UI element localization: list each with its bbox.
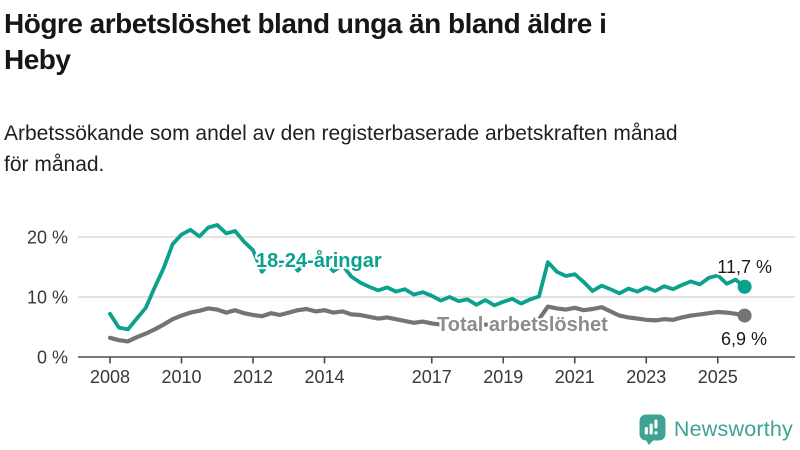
newsworthy-icon [639, 414, 666, 445]
series-label-total: Total arbetslöshet [437, 314, 608, 336]
chart-subtitle-line1: Arbetssökande som andel av den registerb… [4, 122, 678, 145]
line-youth-unemployment [108, 223, 747, 332]
end-dot-young [737, 279, 752, 294]
unemployment-line-chart: 0 % 10 % 20 % 2008 2010 2012 2014 2017 2019 2021… [27, 223, 795, 387]
y-tick-label: 0 % [37, 348, 68, 368]
newsworthy-logo: Newsworthy [638, 413, 793, 445]
x-tick-label: 2025 [698, 367, 738, 387]
x-tick-label: 2023 [626, 367, 666, 387]
chart-title: Högre arbetslöshet bland unga än bland ä… [4, 6, 796, 78]
end-value-young: 11,7 % [717, 257, 772, 277]
x-tick-label: 2010 [161, 367, 201, 387]
series-label-young: 18-24-åringar [256, 249, 382, 272]
newsworthy-wordmark: Newsworthy [673, 416, 793, 441]
x-tick-label: 2021 [555, 367, 595, 387]
chart-title-line1: Högre arbetslöshet bland unga än bland ä… [4, 8, 607, 39]
y-tick-label: 20 % [27, 228, 68, 248]
x-tick-label: 2012 [233, 367, 273, 387]
x-axis-ticks: 2008 2010 2012 2014 2017 2019 2021 2023 2025 [90, 357, 738, 387]
chart-subtitle-line2: för månad. [4, 153, 105, 176]
x-tick-label: 2019 [483, 367, 523, 387]
gridlines [78, 236, 795, 298]
x-tick-label: 2014 [304, 367, 344, 387]
end-dot-total [737, 308, 752, 323]
line-total-unemployment [107, 304, 747, 344]
x-tick-label: 2017 [412, 367, 452, 387]
chart-subtitle: Arbetssökande som andel av den registerb… [4, 118, 796, 180]
chart-title-line2: Heby [4, 44, 71, 75]
end-value-total: 6,9 % [721, 329, 767, 349]
y-tick-label: 10 % [27, 288, 68, 308]
y-axis-labels: 0 % 10 % 20 % [27, 228, 68, 368]
x-tick-label: 2008 [90, 367, 130, 387]
